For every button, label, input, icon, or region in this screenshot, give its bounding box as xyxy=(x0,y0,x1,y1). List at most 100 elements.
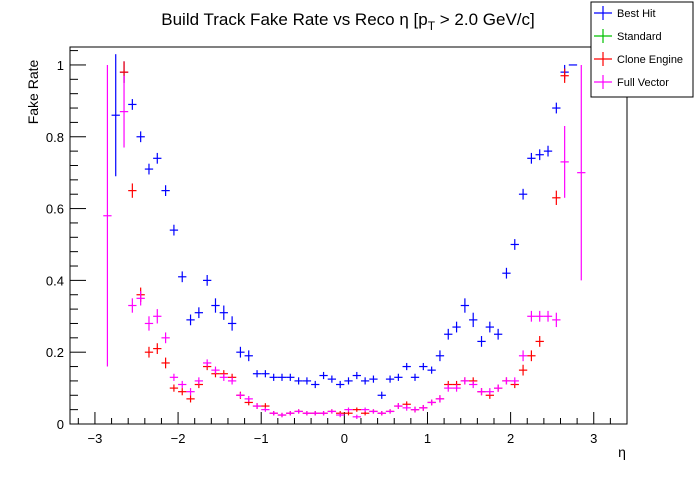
data-point xyxy=(469,380,478,389)
legend-label: Clone Engine xyxy=(617,54,683,66)
data-point xyxy=(502,377,511,385)
data-point xyxy=(527,310,536,322)
data-point xyxy=(535,310,544,322)
data-point xyxy=(261,407,270,412)
data-point xyxy=(269,411,278,416)
data-point xyxy=(485,321,494,333)
data-point xyxy=(286,411,295,416)
data-point xyxy=(336,412,345,418)
data-point xyxy=(452,384,461,392)
legend-label: Best Hit xyxy=(617,8,656,20)
chart-title: Build Track Fake Rate vs Reco η [pT > 2.… xyxy=(161,10,535,33)
data-point xyxy=(119,75,129,148)
data-point xyxy=(161,332,170,344)
y-tick-label: 0.2 xyxy=(46,345,64,360)
data-point xyxy=(136,131,145,143)
data-point xyxy=(169,384,179,392)
data-point xyxy=(161,185,170,197)
data-point xyxy=(286,373,295,381)
data-point xyxy=(194,377,204,385)
data-point xyxy=(186,395,195,403)
x-tick-label: 3 xyxy=(590,431,597,446)
data-point xyxy=(227,316,237,331)
x-tick-label: −3 xyxy=(88,431,103,446)
data-point xyxy=(369,375,378,383)
data-point xyxy=(552,102,561,114)
data-point xyxy=(543,145,553,157)
data-point xyxy=(203,359,212,367)
series-best-hit xyxy=(111,54,578,399)
data-point xyxy=(477,336,486,347)
data-point xyxy=(535,336,544,347)
data-point xyxy=(577,64,586,281)
axes: −3 −2 −1 0 1 2 3 0 0.2 0.4 0.6 0.8 1 xyxy=(46,50,628,446)
data-point xyxy=(203,274,212,286)
data-point xyxy=(352,414,361,419)
data-point xyxy=(294,377,303,385)
x-axis-label: η xyxy=(618,444,626,460)
x-tick-label: −2 xyxy=(171,431,186,446)
data-point xyxy=(128,99,137,110)
data-point xyxy=(252,370,262,378)
data-point xyxy=(178,388,187,396)
data-point xyxy=(302,377,312,385)
data-point xyxy=(319,371,328,380)
data-point xyxy=(552,190,561,205)
data-point xyxy=(527,152,536,164)
data-point xyxy=(469,312,478,328)
data-point xyxy=(360,407,370,412)
data-point xyxy=(327,409,337,414)
data-point xyxy=(178,380,187,389)
data-point xyxy=(236,346,245,358)
data-point xyxy=(410,406,420,413)
data-point xyxy=(560,125,569,198)
data-point xyxy=(294,409,303,414)
data-point xyxy=(485,388,494,396)
y-axis-label: Fake Rate xyxy=(25,59,41,124)
data-point xyxy=(186,388,195,396)
data-point xyxy=(452,321,461,333)
data-point xyxy=(369,409,378,414)
data-point xyxy=(352,407,361,412)
data-point xyxy=(444,384,453,392)
data-point xyxy=(344,407,353,412)
data-point xyxy=(103,64,112,367)
data-point xyxy=(252,403,262,409)
data-point xyxy=(394,403,403,409)
legend-label: Full Vector xyxy=(617,77,669,89)
data-point xyxy=(344,377,353,385)
y-tick-label: 1 xyxy=(57,58,64,73)
data-point xyxy=(510,239,519,250)
data-point xyxy=(153,343,162,354)
data-point xyxy=(153,309,162,324)
y-tick-label: 0.4 xyxy=(46,273,64,288)
data-point xyxy=(560,68,569,83)
data-point xyxy=(410,373,420,381)
x-tick-label: 1 xyxy=(424,431,431,446)
data-point xyxy=(219,305,228,320)
data-point xyxy=(211,298,220,313)
data-point xyxy=(419,404,428,411)
data-point xyxy=(153,152,162,164)
data-point xyxy=(219,373,228,381)
data-point xyxy=(169,373,179,381)
y-tick-label: 0 xyxy=(57,417,64,432)
data-point xyxy=(427,366,436,374)
data-point xyxy=(136,291,145,306)
data-point xyxy=(169,224,179,236)
x-tick-label: 2 xyxy=(507,431,514,446)
data-point xyxy=(543,310,553,322)
data-point xyxy=(394,373,403,381)
legend-entry: Full Vector xyxy=(594,75,669,89)
data-point xyxy=(302,411,312,416)
data-point xyxy=(227,377,237,385)
data-point xyxy=(527,350,536,362)
data-point xyxy=(552,312,561,328)
data-point xyxy=(518,350,528,362)
data-point xyxy=(327,375,337,383)
data-point xyxy=(244,395,253,402)
data-point xyxy=(385,375,395,383)
series-full-vector xyxy=(103,64,586,419)
data-point xyxy=(518,188,528,200)
